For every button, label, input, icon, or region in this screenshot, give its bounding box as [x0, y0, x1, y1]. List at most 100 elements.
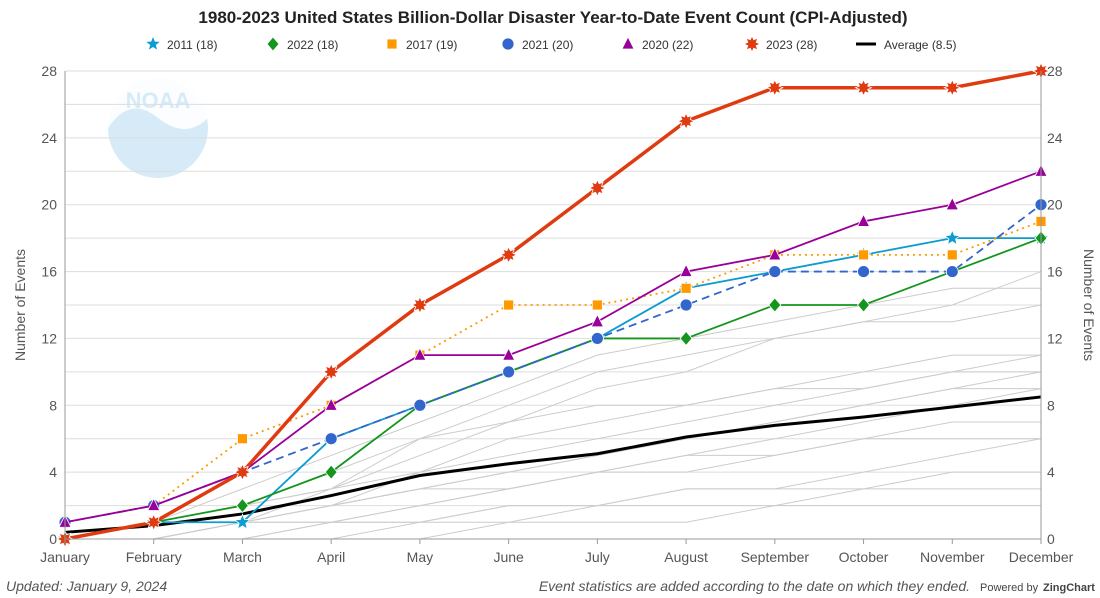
- legend-item[interactable]: Average (8.5): [856, 38, 957, 52]
- data-point: [144, 513, 163, 532]
- data-point: [679, 263, 693, 277]
- y-tick-label-left: 12: [41, 330, 57, 346]
- series-average: [64, 395, 1042, 534]
- data-point: [591, 299, 603, 311]
- legend-label: 2017 (19): [406, 38, 457, 52]
- x-tick-label: May: [407, 549, 433, 565]
- data-point: [499, 245, 518, 264]
- y-tick-label-left: 8: [49, 397, 57, 413]
- x-tick-label: August: [664, 549, 708, 565]
- data-point: [765, 78, 784, 97]
- data-point: [857, 265, 870, 278]
- data-point: [324, 464, 338, 480]
- legend-item[interactable]: 2021 (20): [501, 37, 573, 52]
- data-point: [679, 298, 693, 312]
- series-line: [64, 237, 1042, 540]
- data-point: [503, 299, 515, 311]
- y-tick-label-right: 0: [1047, 531, 1055, 547]
- background-year-line: [65, 488, 1041, 540]
- powered-by: Powered by: [980, 582, 1039, 594]
- y-tick-label-right: 20: [1047, 197, 1063, 213]
- data-point: [147, 497, 161, 511]
- series-line: [64, 203, 1042, 524]
- data-point: [943, 78, 962, 97]
- data-point: [501, 347, 516, 361]
- data-point: [768, 297, 782, 313]
- series-2023: [56, 62, 1050, 548]
- data-point: [410, 296, 429, 314]
- legend-circle-icon: [501, 37, 515, 51]
- y-tick-label-right: 16: [1047, 264, 1063, 280]
- y-tick-label-left: 16: [41, 264, 57, 280]
- x-tick-label: June: [493, 549, 524, 565]
- data-point: [768, 246, 782, 261]
- legend-square-icon: [386, 38, 398, 50]
- chart-title: 1980-2023 United States Billion-Dollar D…: [198, 8, 907, 27]
- background-year-line: [64, 287, 1041, 540]
- data-point: [502, 365, 516, 379]
- noaa-watermark: NOAA: [108, 78, 208, 178]
- y-tick-label-left: 0: [49, 531, 57, 547]
- x-tick-label: September: [741, 549, 810, 565]
- legend-item[interactable]: 2022 (18): [266, 36, 338, 52]
- x-tick-label: November: [920, 549, 985, 565]
- axes: 0 0 4 4 8 8 12 12 16 16 20 20 24 24 28 28 January Februar…: [40, 63, 1074, 565]
- legend-burst-icon: [743, 35, 761, 53]
- x-tick-label: October: [839, 549, 889, 565]
- legend-star-icon: [144, 34, 162, 52]
- y-tick-label-right: 4: [1047, 464, 1055, 480]
- legend-item[interactable]: 2011 (18): [144, 34, 217, 52]
- data-point: [943, 229, 961, 246]
- data-point: [945, 265, 959, 278]
- background-year-line: [64, 388, 1041, 540]
- x-tick-label: April: [317, 549, 345, 565]
- footnote: Event statistics are added according to …: [539, 578, 970, 594]
- data-point: [322, 362, 341, 381]
- y-tick-label-right: 12: [1047, 330, 1063, 346]
- data-point: [858, 249, 869, 261]
- legend-label: 2023 (28): [766, 38, 817, 52]
- x-tick-label: March: [223, 549, 262, 565]
- svg-text:NOAA: NOAA: [126, 88, 191, 113]
- data-point: [588, 179, 607, 197]
- legend-triangle-icon: [621, 36, 635, 50]
- series-group: [56, 62, 1050, 548]
- zingchart-link[interactable]: ZingChart: [1043, 582, 1095, 594]
- x-tick-label: January: [40, 549, 90, 565]
- y-tick-label-left: 28: [41, 63, 57, 79]
- legend-label: 2022 (18): [287, 38, 338, 52]
- series-line: [64, 395, 1042, 534]
- legend: 2011 (18) 2022 (18) 2017 (19) 2021 (20) 2020…: [144, 34, 957, 53]
- legend-label: 2021 (20): [522, 38, 573, 52]
- legend-item[interactable]: 2020 (22): [621, 36, 693, 52]
- data-point: [854, 78, 873, 97]
- data-point: [590, 313, 605, 328]
- data-point: [856, 213, 871, 227]
- x-tick-label: December: [1009, 549, 1074, 565]
- data-point: [233, 463, 252, 482]
- data-point: [324, 432, 338, 446]
- series-line: [64, 69, 1042, 541]
- data-point: [413, 398, 427, 412]
- data-point: [590, 332, 604, 345]
- updated-text: Updated: January 9, 2024: [6, 578, 167, 594]
- data-point: [324, 397, 338, 411]
- grid: [65, 70, 1041, 540]
- legend-item[interactable]: 2023 (28): [743, 35, 817, 53]
- data-point: [235, 497, 249, 514]
- legend-label: Average (8.5): [884, 38, 957, 52]
- series-line: [64, 220, 1042, 524]
- data-point: [768, 265, 782, 278]
- data-point: [237, 433, 248, 445]
- x-tick-label: February: [126, 549, 182, 565]
- legend-label: 2020 (22): [642, 38, 693, 52]
- y-tick-label-right: 24: [1047, 130, 1063, 146]
- y-tick-label-left: 24: [41, 130, 57, 146]
- y-tick-label-right: 28: [1047, 63, 1063, 79]
- legend-item[interactable]: 2017 (19): [386, 38, 457, 52]
- series-2011: [56, 229, 1050, 547]
- y-axis-label-left: Number of Events: [12, 249, 28, 361]
- y-axis-label-right: Number of Events: [1081, 249, 1097, 361]
- data-point: [680, 282, 692, 294]
